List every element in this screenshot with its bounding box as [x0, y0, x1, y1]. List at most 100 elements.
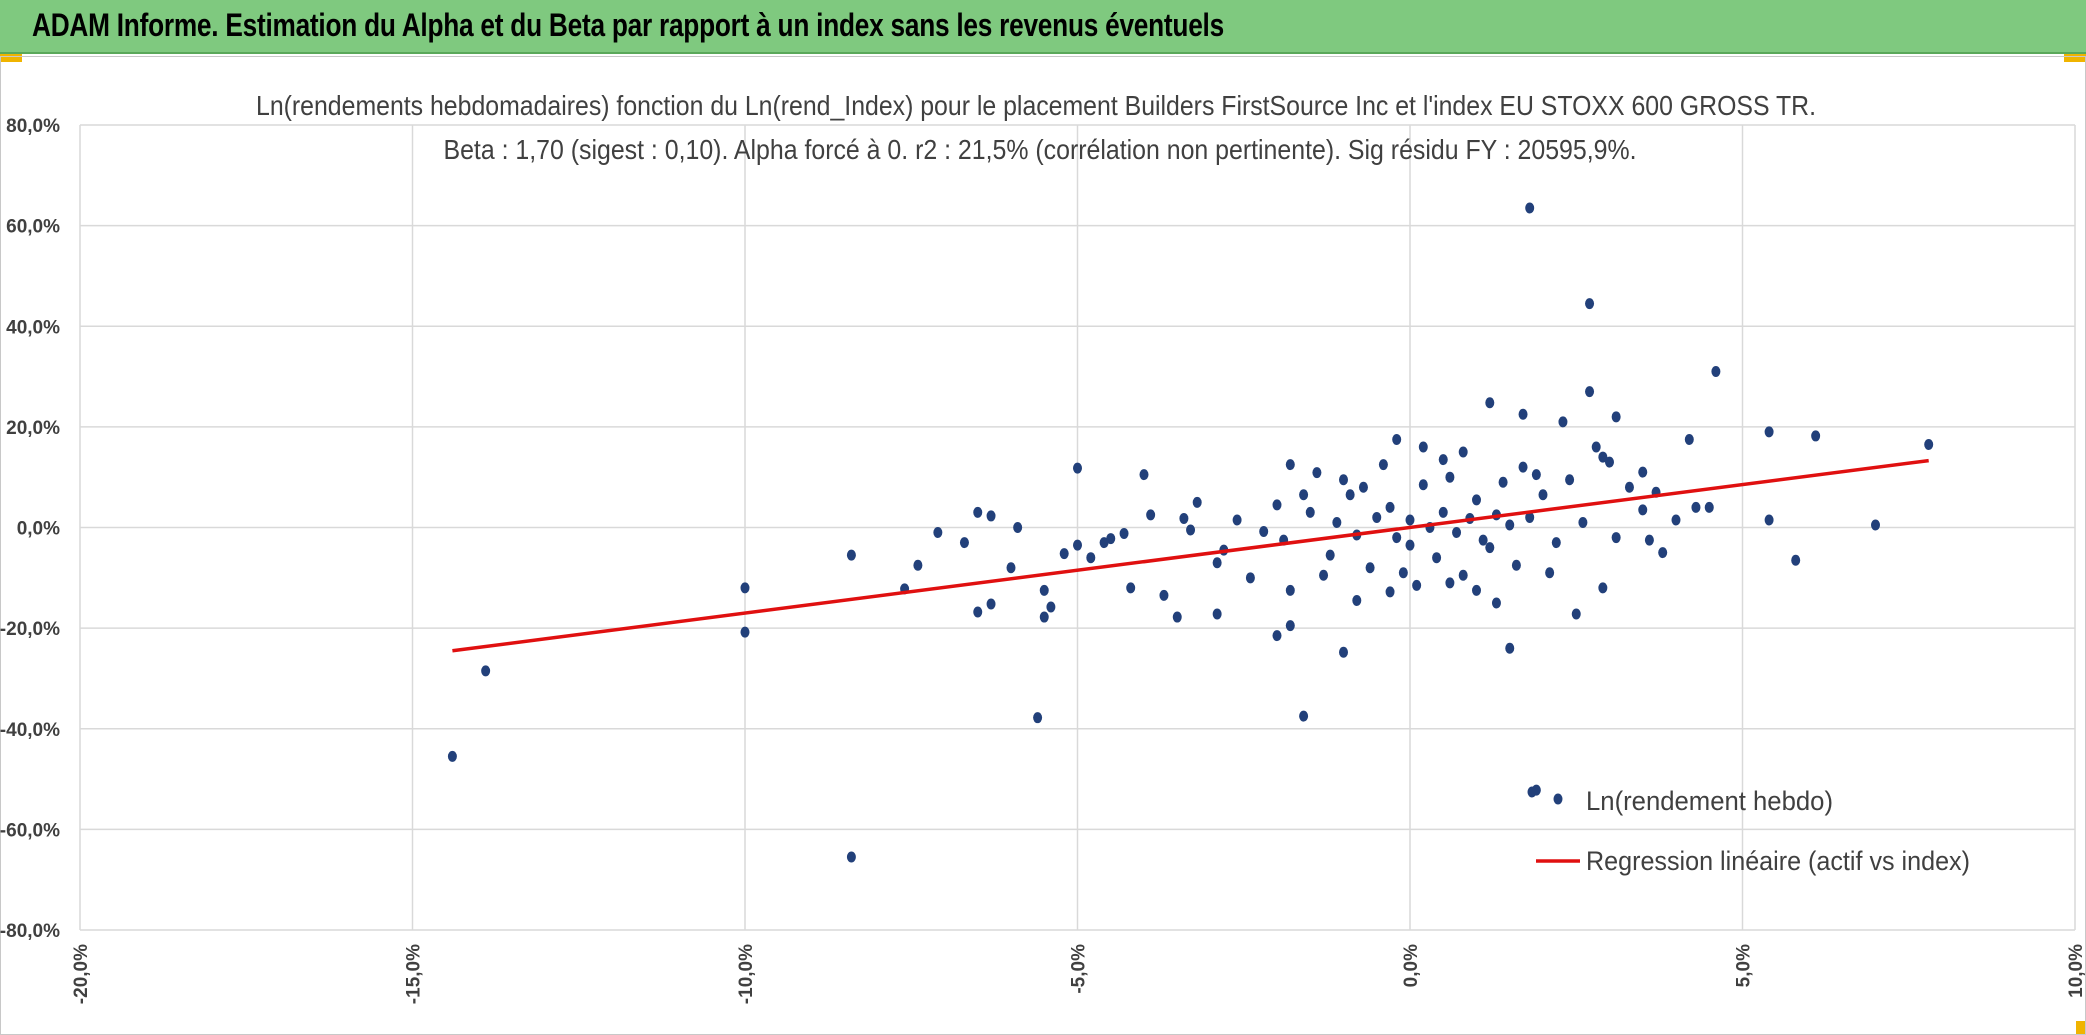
- data-point: [1644, 534, 1654, 546]
- data-point: [1571, 608, 1581, 620]
- data-point: [1259, 526, 1269, 538]
- data-point: [846, 549, 856, 561]
- data-point: [740, 626, 750, 638]
- data-point: [1013, 522, 1023, 533]
- data-point: [481, 665, 491, 677]
- data-point: [1378, 459, 1388, 471]
- data-point: [1478, 534, 1488, 546]
- data-point: [1212, 608, 1222, 620]
- data-point: [1073, 539, 1082, 551]
- data-point: [1638, 504, 1648, 516]
- data-point: [740, 582, 750, 594]
- grid-lines: [79, 124, 2076, 931]
- data-point: [1385, 586, 1395, 598]
- data-point: [1059, 548, 1069, 560]
- data-point: [1452, 527, 1462, 539]
- data-point: [1106, 533, 1116, 545]
- data-point: [1671, 514, 1681, 526]
- data-point: [1538, 489, 1548, 501]
- data-point: [1525, 511, 1535, 523]
- data-point: [1684, 433, 1694, 445]
- axes: 80,0% 60,0% 40,0% 20,0% 0,0% -20,0% -40,0% -60,…: [0, 116, 2086, 1004]
- data-point: [1345, 489, 1355, 501]
- data-point: [1924, 438, 1934, 450]
- data-point: [1319, 569, 1329, 581]
- data-point: [1545, 567, 1555, 579]
- data-point: [973, 606, 983, 618]
- corner-marker: [0, 54, 22, 62]
- data-point: [1119, 528, 1129, 540]
- data-point: [1458, 446, 1468, 458]
- data-point: [1073, 462, 1082, 474]
- data-point: [1033, 712, 1043, 724]
- report-title: ADAM Informe. Estimation du Alpha et du …: [32, 7, 1224, 43]
- data-point: [1352, 594, 1362, 606]
- data-point: [1172, 611, 1182, 623]
- data-point: [1432, 552, 1442, 564]
- data-point: [1611, 411, 1621, 423]
- y-tick-label: -20,0%: [0, 619, 60, 640]
- data-point: [1126, 582, 1136, 594]
- data-point: [1285, 459, 1295, 471]
- data-point: [1385, 501, 1395, 513]
- data-point: [1458, 569, 1468, 581]
- data-point: [1591, 441, 1601, 453]
- data-point: [1764, 426, 1774, 438]
- data-point: [1039, 584, 1049, 596]
- data-point: [1445, 471, 1455, 483]
- legend-marker-scatter: [1527, 786, 1537, 798]
- data-point: [1358, 481, 1368, 493]
- data-point: [1764, 514, 1774, 526]
- x-tick-label: -20,0%: [71, 944, 92, 1004]
- data-point: [1438, 454, 1448, 466]
- data-point: [1598, 582, 1608, 594]
- data-point: [1405, 514, 1415, 526]
- data-point: [1325, 549, 1335, 561]
- data-point: [1531, 469, 1541, 481]
- data-point: [1505, 519, 1515, 531]
- data-point: [1146, 509, 1156, 521]
- data-point: [1791, 554, 1801, 566]
- chart-marks: [447, 202, 1934, 863]
- data-point: [1811, 430, 1821, 442]
- data-point: [1232, 514, 1242, 526]
- data-point: [1585, 298, 1595, 310]
- data-point: [1624, 481, 1634, 493]
- data-point: [1445, 577, 1455, 589]
- data-point: [1099, 537, 1109, 549]
- y-tick-label: 20,0%: [6, 418, 60, 439]
- data-point: [1299, 710, 1309, 722]
- legend-label-line: Regression linéaire (actif vs index): [1586, 846, 1970, 876]
- data-point: [1578, 516, 1588, 528]
- data-point: [1491, 597, 1501, 609]
- legend: Ln(rendement hebdo) Regression linéaire (…: [1527, 786, 1970, 876]
- data-point: [1505, 642, 1515, 654]
- data-point: [1518, 408, 1528, 420]
- data-point: [1272, 499, 1282, 511]
- data-point: [1372, 511, 1382, 523]
- data-point: [1525, 202, 1535, 214]
- data-point: [1159, 589, 1169, 601]
- data-point: [1285, 584, 1295, 596]
- data-point: [1551, 537, 1561, 549]
- data-point: [1332, 516, 1342, 528]
- y-tick-label: 80,0%: [6, 116, 60, 137]
- data-point: [1272, 630, 1282, 642]
- data-point: [1139, 469, 1149, 481]
- y-tick-label: 0,0%: [17, 519, 60, 540]
- data-point: [1192, 496, 1202, 508]
- data-point: [1585, 386, 1595, 398]
- x-tick-label: 5,0%: [1734, 944, 1755, 987]
- x-tick-label: 0,0%: [1401, 944, 1422, 987]
- data-point: [1511, 559, 1521, 571]
- data-point: [1312, 467, 1322, 479]
- data-point: [1418, 479, 1428, 491]
- data-point: [959, 537, 969, 549]
- y-tick-label: 60,0%: [6, 217, 60, 238]
- x-tick-label: 10,0%: [2066, 944, 2086, 998]
- data-point: [1438, 506, 1448, 518]
- x-tick-label: -5,0%: [1069, 944, 1090, 994]
- report-banner: ADAM Informe. Estimation du Alpha et du …: [0, 0, 2086, 54]
- data-point: [447, 750, 457, 762]
